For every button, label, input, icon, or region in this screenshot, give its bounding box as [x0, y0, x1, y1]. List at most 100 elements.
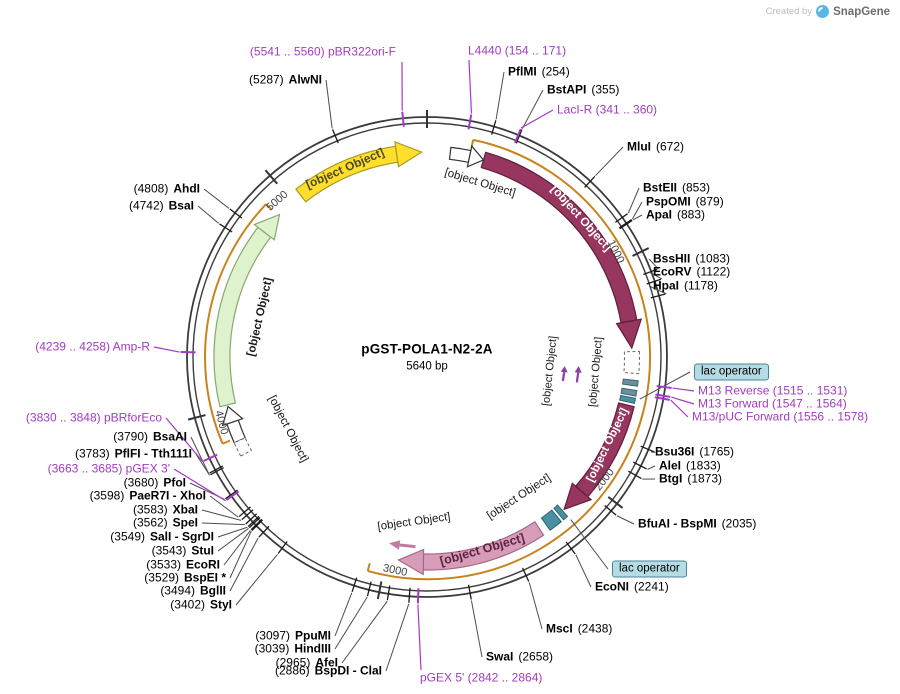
enzyme-label-econi[interactable]: EcoNI (2241) [595, 580, 669, 594]
primer-site-tick [225, 490, 240, 501]
primer-label-3830-3848-pbrforeco[interactable]: (3830 .. 3848) pBRforEco [26, 411, 162, 425]
enzyme-label-ecorv[interactable]: EcoRV (1122) [653, 264, 730, 279]
enzyme-label-swai[interactable]: SwaI (2658) [486, 649, 553, 664]
primer-label-pgex-5-2842-2864[interactable]: pGEX 5' (2842 .. 2864) [420, 670, 543, 685]
enzyme-label-bstapi[interactable]: BstAPI (355) [547, 82, 620, 97]
enzyme-label-bsteii[interactable]: BstEII (853) [643, 181, 710, 195]
primer-site-tick [467, 114, 473, 130]
enzyme-label-pflmi[interactable]: PflMI (254) [508, 65, 570, 79]
enzyme-label-hpai[interactable]: HpaI (1178) [653, 279, 718, 293]
operator-label-lac-operator[interactable]: lac operator [612, 560, 687, 578]
enzyme-label-pspomi[interactable]: PspOMI (879) [646, 194, 724, 209]
enzyme-label-paer7i-xhoi[interactable]: (3598) PaeR7I - XhoI [90, 489, 206, 503]
enzyme-label-bspdi-clai[interactable]: (2886) BspDI - ClaI [275, 664, 382, 678]
enzyme-site-tick [258, 525, 270, 538]
enzyme-position: (5287) [248, 72, 284, 87]
primer-text: M13 Forward (1547 .. 1564) [698, 396, 847, 411]
enzyme-label-ppumi[interactable]: (3097) PpuMI [255, 629, 331, 643]
callout-line [627, 187, 640, 214]
enzyme-name: EcoRI [185, 557, 220, 572]
enzyme-name: BsaAI [152, 429, 187, 444]
enzyme-label-msci[interactable]: MscI (2438) [546, 622, 612, 636]
primer-text: M13 Reverse (1515 .. 1531) [698, 383, 848, 398]
enzyme-site-tick [250, 518, 263, 531]
primer-label-m13-forward-1547-1564[interactable]: M13 Forward (1547 .. 1564) [698, 396, 847, 411]
feature-gst-arrowhead[interactable] [397, 548, 425, 576]
enzyme-position: (3543) [151, 543, 187, 558]
enzyme-label-afei[interactable]: (2965) AfeI [276, 656, 338, 670]
orf-arc-end [265, 203, 273, 211]
enzyme-label-alei[interactable]: AleI (1833) [659, 459, 721, 473]
primer-text: pGEX 5' (2842 .. 2864) [420, 670, 543, 685]
enzyme-label-bsshii[interactable]: BssHII (1083) [653, 252, 730, 266]
primer-label-m13-reverse-1515-1531[interactable]: M13 Reverse (1515 .. 1531) [698, 383, 848, 398]
enzyme-site-tick [209, 465, 224, 474]
feature-lacza-arrowhead[interactable] [563, 482, 593, 511]
feature-laci-arrowhead[interactable] [615, 318, 643, 350]
primer-label-l4440-154-171[interactable]: L4440 (154 .. 171) [468, 44, 566, 58]
enzyme-label-apai[interactable]: ApaI (883) [646, 208, 705, 222]
enzyme-label-bglii[interactable]: (3494) BglII [160, 583, 226, 598]
enzyme-label-bspei[interactable]: (3529) BspEI * [144, 570, 226, 585]
enzyme-label-ecori[interactable]: (3533) EcoRI [146, 557, 220, 572]
enzyme-name: PspOMI [646, 194, 691, 209]
position-tick [264, 169, 278, 185]
enzyme-name: BglII [200, 583, 226, 598]
enzyme-label-btgi[interactable]: BtgI (1873) [659, 472, 722, 486]
enzyme-name: BspEI * [183, 570, 226, 585]
enzyme-position: (355) [591, 82, 620, 97]
callout-line [217, 526, 248, 538]
enzyme-label-xbai[interactable]: (3583) XbaI [133, 503, 198, 517]
enzyme-label-bsu36i[interactable]: Bsu36I (1765) [655, 445, 734, 459]
callout-line [639, 371, 691, 400]
enzyme-name: BstAPI [547, 82, 587, 97]
enzyme-label-pfoi[interactable]: (3680) PfoI [124, 475, 186, 490]
enzyme-label-hindiii[interactable]: (3039) HindIII [255, 642, 331, 656]
enzyme-position: (3790) [113, 429, 148, 444]
primer-label-laci-r-341-360[interactable]: LacI-R (341 .. 360) [557, 102, 658, 117]
enzyme-label-bfuai-bspmi[interactable]: BfuAI - BspMI (2035) [638, 517, 756, 531]
primer-label-5541-5560-pbr322ori-f[interactable]: (5541 .. 5560) pBR322ori-F [250, 45, 396, 59]
enzyme-label-styi[interactable]: (3402) StyI [170, 597, 232, 612]
enzyme-label-mlui[interactable]: MluI (672) [627, 140, 684, 154]
enzyme-site-tick [643, 268, 658, 276]
callout-line [648, 258, 659, 270]
primer-site-tick [416, 588, 420, 604]
enzyme-name: SpeI [172, 515, 198, 530]
callout-line [616, 515, 635, 525]
feature-ampr-arrowhead[interactable] [253, 213, 281, 241]
enzyme-position: (4742) [128, 198, 164, 213]
enzyme-label-stui[interactable]: (3543) StuI [151, 543, 214, 558]
callout-line [671, 396, 695, 405]
enzyme-site-tick [604, 504, 617, 516]
enzyme-label-alwni[interactable]: (5287) AlwNI [248, 72, 322, 87]
enzyme-site-tick [408, 587, 411, 603]
enzyme-site-tick [241, 509, 254, 521]
feature-laci-promoter-arrowhead[interactable] [466, 144, 485, 168]
enzyme-site-tick [628, 470, 642, 480]
feature-ampr-promoter-arrowhead[interactable] [221, 405, 244, 427]
callout-line [341, 600, 388, 664]
enzyme-name: SwaI [486, 649, 514, 664]
enzyme-name: EcoRV [653, 264, 692, 279]
enzyme-label-pflfi-tth111i[interactable]: (3783) PflFI - Tth111I [75, 447, 192, 461]
enzyme-label-bsaai[interactable]: (3790) BsaAI [113, 429, 187, 444]
orf-arc-end [222, 439, 231, 445]
primer-text: LacI-R (341 .. 360) [557, 102, 658, 117]
enzyme-label-bsai[interactable]: (4742) BsaI [128, 198, 194, 213]
enzyme-position: (3402) [170, 597, 205, 612]
operator-label-lac-operator[interactable]: lac operator [694, 363, 769, 381]
primer-label-4239-4258-amp-r[interactable]: (4239 .. 4258) Amp-R [35, 340, 150, 354]
primer-label-3663-3685-pgex-3[interactable]: (3663 .. 3685) pGEX 3' [48, 462, 170, 476]
feature-ori-arrowhead[interactable] [394, 140, 423, 168]
callout-line [417, 604, 422, 671]
primer-label-m13-puc-forward-1556-1578[interactable]: M13/pUC Forward (1556 .. 1578) [692, 410, 868, 424]
enzyme-site-tick [219, 223, 233, 233]
enzyme-label-sali-sgrdi[interactable]: (3549) SalI - SgrDI [110, 530, 214, 544]
operator-text: lac operator [701, 365, 762, 378]
enzyme-label-ahdi[interactable]: (4808) AhdI [134, 182, 200, 196]
enzyme-label-spei[interactable]: (3562) SpeI [133, 515, 198, 530]
enzyme-name: PfoI [163, 475, 186, 490]
enzyme-site-tick [366, 581, 372, 597]
